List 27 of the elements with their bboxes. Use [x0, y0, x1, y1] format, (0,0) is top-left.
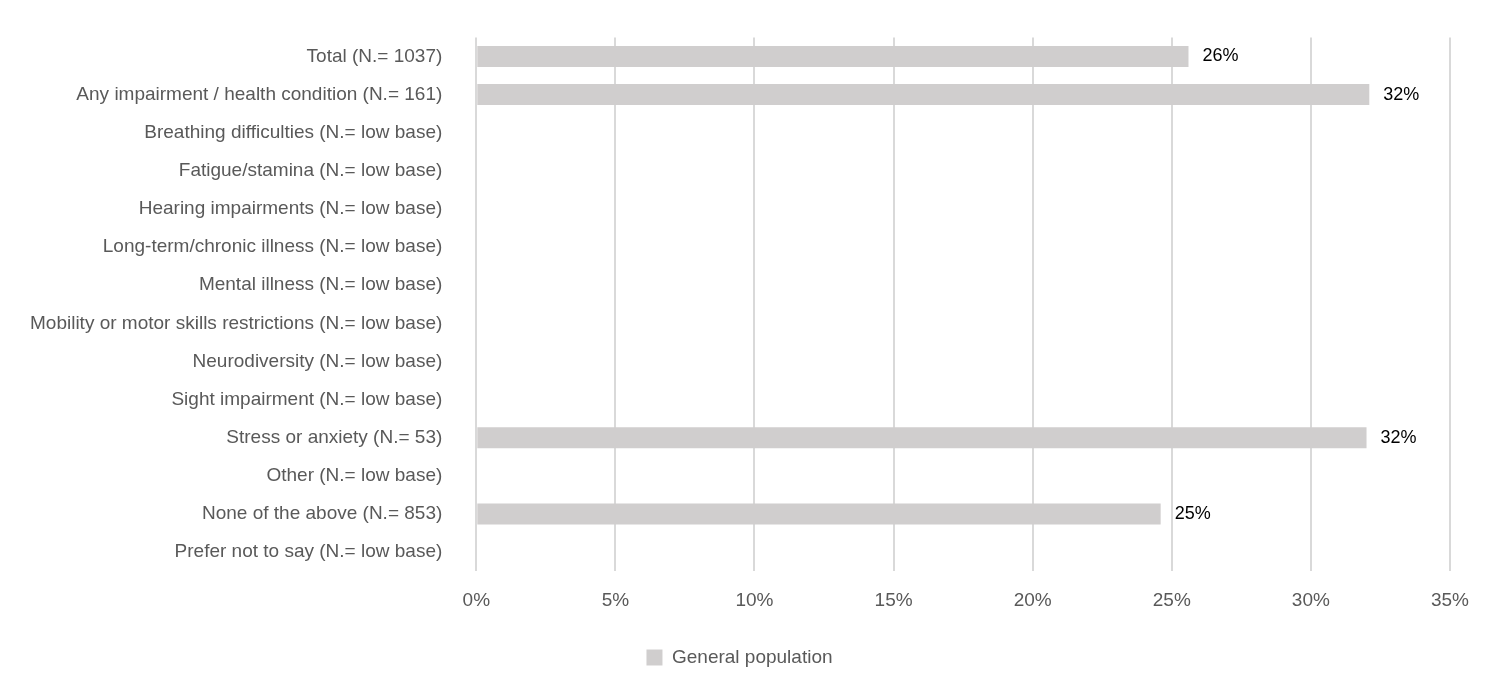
- x-tick-label: 0%: [462, 588, 491, 610]
- y-tick-label: Breathing difficulties (N.= low base): [144, 120, 443, 142]
- y-tick-label: None of the above (N.= 853): [202, 502, 443, 524]
- data-label: 25%: [1174, 502, 1211, 523]
- x-tick-label: 35%: [1430, 588, 1470, 610]
- y-tick-label: Other (N.= low base): [266, 464, 443, 486]
- x-tick-label: 5%: [601, 588, 630, 610]
- y-tick-label: Hearing impairments (N.= low base): [138, 197, 443, 219]
- y-tick-label: Prefer not to say (N.= low base): [174, 540, 443, 562]
- legend-label: General population: [671, 645, 833, 667]
- y-tick-label: Neurodiversity (N.= low base): [192, 349, 443, 371]
- x-tick-label: 15%: [874, 588, 913, 610]
- y-tick-label: Mental illness (N.= low base): [198, 273, 443, 295]
- data-label: 26%: [1202, 45, 1239, 66]
- data-label: 32%: [1383, 83, 1420, 104]
- y-tick-label: Any impairment / health condition (N.= 161): [76, 82, 443, 104]
- x-tick-label: 10%: [735, 588, 774, 610]
- x-tick-label: 20%: [1013, 588, 1052, 610]
- data-label: 32%: [1380, 426, 1417, 447]
- y-tick-label: Stress or anxiety (N.= 53): [226, 425, 443, 447]
- y-tick-label: Long-term/chronic illness (N.= low base): [102, 235, 443, 257]
- x-tick-label: 30%: [1291, 588, 1331, 610]
- y-tick-label: Fatigue/stamina (N.= low base): [178, 159, 443, 181]
- x-tick-label: 25%: [1152, 588, 1191, 610]
- y-tick-label: Mobility or motor skills restrictions (N.= low base): [30, 311, 443, 333]
- y-tick-label: Total (N.= 1037): [306, 44, 443, 66]
- y-tick-label: Sight impairment (N.= low base): [171, 387, 443, 409]
